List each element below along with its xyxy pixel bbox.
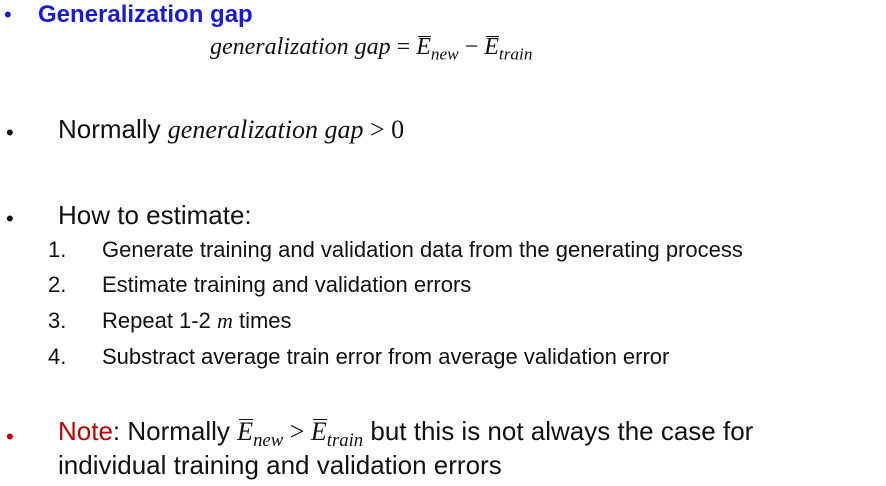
note-e-train: E [310, 417, 327, 446]
formula-lhs: generalization gap [210, 34, 391, 60]
note-line-1: Note: Normally Enew > Etrain but this is… [58, 416, 753, 452]
point3-bullet: • [6, 206, 14, 231]
generalization-gap-formula: generalization gap = Enew − Etrain [210, 34, 533, 65]
note-e-train-sub: train [326, 429, 364, 451]
step-number: 4. [48, 344, 67, 369]
point2-bullet: • [6, 120, 14, 145]
note-e-new: E [237, 417, 254, 446]
note-label: Note [58, 416, 113, 446]
note-gt: > [283, 417, 311, 446]
step-number: 3. [48, 308, 67, 333]
point2-math: generalization gap [167, 115, 364, 144]
formula-e-train-sub: train [498, 44, 533, 64]
point-normally-gap: Normally generalization gap > 0 [58, 114, 404, 145]
step-number: 1. [48, 237, 67, 262]
heading-bullet: • [4, 2, 12, 27]
formula-e-new-sub: new [430, 44, 459, 64]
slide-heading: Generalization gap [38, 1, 253, 28]
formula-minus: − [464, 34, 479, 60]
point2-text: Normally [58, 114, 168, 144]
step-number: 2. [48, 272, 67, 297]
step-text: Generate training and validation data fr… [102, 237, 743, 262]
note-line-2: individual training and validation error… [58, 450, 502, 480]
step-text: Substract average train error from avera… [102, 344, 670, 369]
step-var-m: m [216, 308, 233, 333]
formula-e-train: E [484, 34, 499, 60]
formula-equals: = [396, 34, 411, 60]
step-text: Repeat 1-2 m times [102, 308, 292, 333]
step-text: Estimate training and validation errors [102, 272, 472, 297]
note-bullet: • [6, 424, 14, 449]
note-colon: : Normally [112, 416, 238, 446]
formula-e-new: E [416, 34, 431, 60]
note-tail: but this is not always the case for [363, 416, 754, 446]
point-how-to-estimate: How to estimate: [58, 200, 252, 230]
point2-gt-zero: > 0 [363, 115, 405, 144]
note-e-new-sub: new [253, 429, 284, 451]
